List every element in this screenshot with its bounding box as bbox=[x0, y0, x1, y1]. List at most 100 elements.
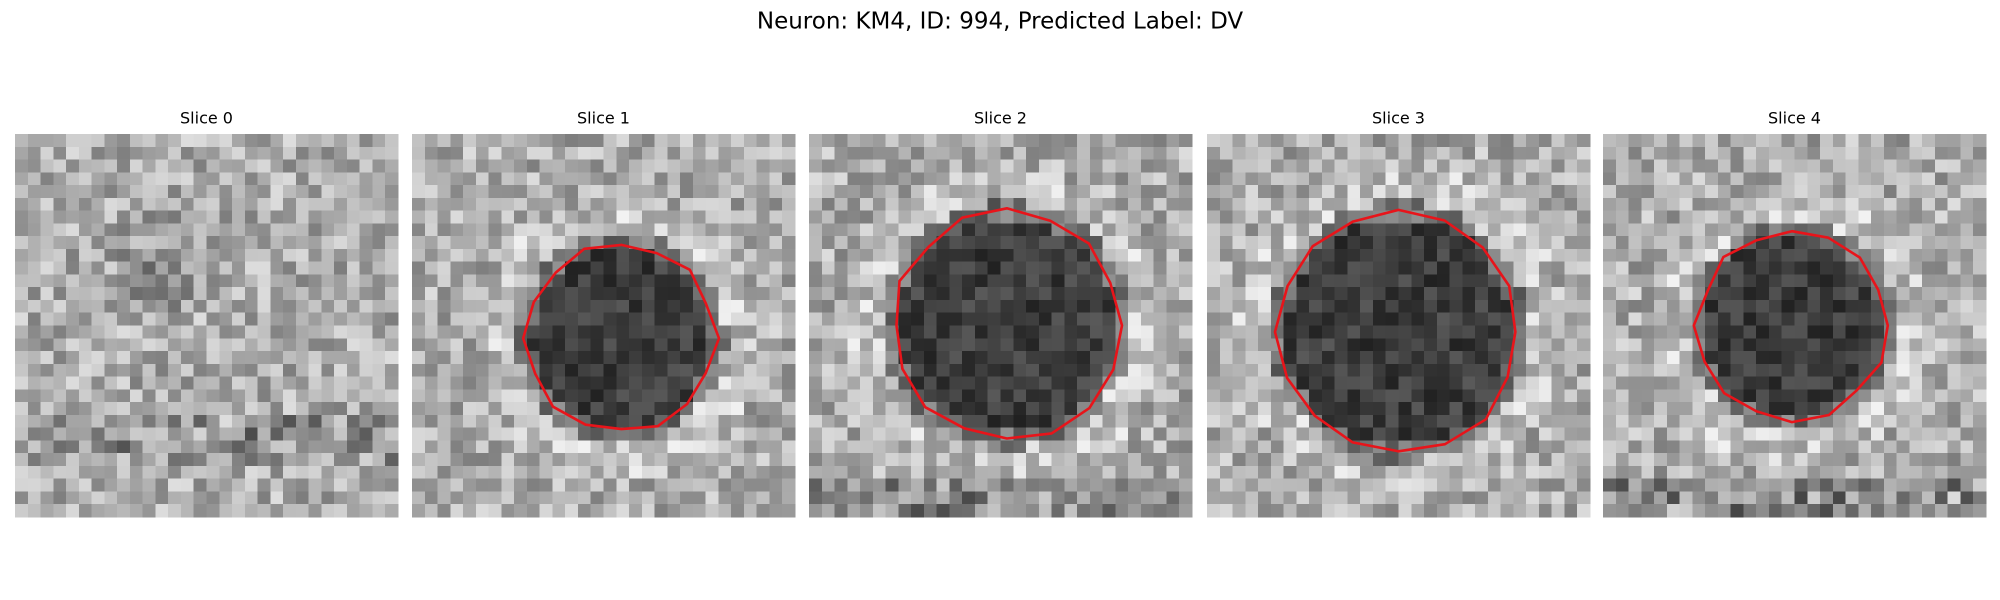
pixel bbox=[1321, 504, 1336, 518]
pixel bbox=[424, 465, 439, 480]
pixel bbox=[1321, 248, 1336, 263]
pixel bbox=[1654, 389, 1668, 403]
pixel bbox=[501, 146, 515, 161]
pixel bbox=[1896, 172, 1910, 186]
pixel bbox=[91, 146, 105, 161]
pixel bbox=[257, 427, 271, 441]
pixel bbox=[27, 159, 42, 173]
pixel bbox=[743, 210, 758, 224]
pixel bbox=[1232, 427, 1246, 441]
pixel bbox=[1781, 261, 1796, 276]
pixel bbox=[1309, 159, 1323, 173]
pixel bbox=[1577, 299, 1591, 314]
pixel bbox=[257, 134, 271, 148]
pixel bbox=[1115, 134, 1129, 148]
pixel bbox=[1128, 299, 1142, 314]
pixel bbox=[743, 427, 758, 441]
pixel bbox=[488, 236, 502, 250]
pixel bbox=[1768, 274, 1783, 288]
pixel bbox=[1424, 363, 1438, 378]
pixel bbox=[193, 504, 208, 518]
pixel bbox=[168, 338, 182, 352]
pixel bbox=[475, 402, 490, 416]
pixel bbox=[1102, 248, 1116, 263]
pixel bbox=[1577, 146, 1591, 161]
pixel bbox=[1768, 159, 1783, 173]
pixel bbox=[1896, 299, 1910, 314]
pixel bbox=[1038, 414, 1053, 429]
pixel bbox=[1526, 504, 1540, 518]
pixel bbox=[78, 248, 93, 263]
pixel bbox=[1871, 453, 1885, 467]
pixel bbox=[949, 236, 963, 250]
pixel bbox=[1832, 504, 1847, 518]
pixel bbox=[1140, 236, 1155, 250]
pixel bbox=[1411, 504, 1425, 518]
pixel bbox=[1538, 389, 1553, 403]
pixel bbox=[974, 274, 989, 288]
pixel bbox=[1960, 185, 1974, 199]
pixel bbox=[731, 236, 745, 250]
pixel bbox=[15, 287, 29, 301]
pixel bbox=[872, 287, 887, 301]
pixel bbox=[552, 465, 566, 480]
pixel bbox=[1411, 427, 1425, 441]
pixel bbox=[616, 172, 630, 186]
pixel bbox=[1245, 427, 1259, 441]
pixel bbox=[1692, 223, 1706, 237]
pixel bbox=[834, 172, 848, 186]
slice-image bbox=[412, 134, 796, 518]
pixel bbox=[219, 491, 233, 505]
pixel bbox=[1064, 197, 1078, 212]
pixel bbox=[898, 299, 912, 314]
pixel bbox=[821, 261, 836, 276]
pixel bbox=[654, 389, 668, 403]
pixel bbox=[1641, 465, 1655, 480]
pixel bbox=[142, 223, 157, 237]
pixel bbox=[412, 491, 426, 505]
pixel bbox=[514, 248, 528, 263]
pixel bbox=[692, 414, 707, 429]
pixel bbox=[1794, 312, 1808, 327]
pixel bbox=[1730, 261, 1745, 276]
pixel bbox=[1730, 172, 1745, 186]
pixel bbox=[1436, 453, 1451, 467]
pixel bbox=[385, 248, 399, 263]
pixel bbox=[680, 312, 694, 327]
pixel bbox=[1207, 299, 1221, 314]
pixel bbox=[257, 159, 271, 173]
pixel bbox=[334, 146, 348, 161]
pixel bbox=[1615, 261, 1630, 276]
pixel bbox=[1909, 363, 1923, 378]
pixel bbox=[283, 351, 297, 365]
pixel bbox=[206, 478, 220, 493]
pixel bbox=[180, 261, 195, 276]
pixel bbox=[437, 287, 451, 301]
pixel bbox=[526, 261, 541, 276]
pixel bbox=[1270, 491, 1285, 505]
pixel bbox=[769, 248, 783, 263]
pixel bbox=[129, 248, 144, 263]
pixel bbox=[756, 376, 771, 390]
pixel bbox=[155, 325, 169, 339]
pixel bbox=[1000, 248, 1014, 263]
pixel bbox=[1232, 376, 1246, 390]
pixel bbox=[680, 465, 694, 480]
pixel bbox=[1309, 274, 1323, 288]
pixel bbox=[475, 236, 490, 250]
pixel bbox=[1960, 453, 1974, 467]
pixel bbox=[1756, 248, 1770, 263]
pixel bbox=[539, 363, 554, 378]
pixel bbox=[1947, 159, 1962, 173]
pixel bbox=[1245, 478, 1259, 493]
pixel bbox=[1960, 146, 1974, 161]
pixel bbox=[1756, 134, 1770, 148]
pixel bbox=[155, 223, 169, 237]
pixel bbox=[142, 236, 157, 250]
pixel bbox=[1500, 185, 1514, 199]
pixel bbox=[1832, 312, 1847, 327]
pixel bbox=[1526, 210, 1540, 224]
pixel bbox=[168, 351, 182, 365]
pixel bbox=[180, 159, 195, 173]
pixel bbox=[936, 172, 951, 186]
